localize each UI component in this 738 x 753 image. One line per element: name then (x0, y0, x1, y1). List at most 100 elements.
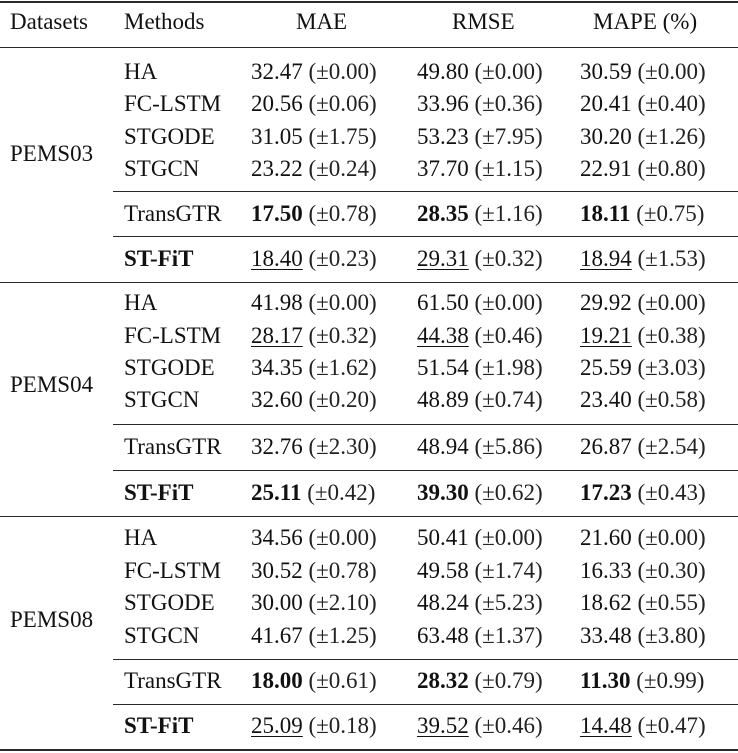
rmse-value: 37.70 (417, 156, 469, 181)
mape-value: 33.48 (580, 623, 632, 648)
method-name: TransGTR (124, 201, 222, 226)
mae-cell: 18.00 (±0.61) (251, 668, 377, 694)
mape-value: 18.62 (580, 590, 632, 615)
mae-cell: 17.50 (±0.78) (251, 201, 377, 227)
method-name: HA (124, 525, 158, 550)
method-name: STGCN (124, 156, 200, 181)
mae-value-best: 17.50 (251, 201, 303, 226)
mape-cell: 30.20 (±1.26) (580, 124, 706, 150)
rmse-cell: 33.96 (±0.36) (417, 91, 543, 117)
mae-cell: 34.35 (±1.62) (251, 355, 377, 381)
method-name: FC-LSTM (124, 558, 222, 583)
mae-cell: 32.47 (±0.00) (251, 59, 377, 85)
mape-cell: 14.48 (±0.47) (580, 713, 706, 739)
rmse-value: 61.50 (417, 290, 469, 315)
mape-cell: 30.59 (±0.00) (580, 59, 706, 85)
pems08-group-rule-1 (113, 659, 738, 660)
mae-value-best: 18.00 (251, 668, 303, 693)
rmse-std: (±5.86) (474, 434, 543, 459)
mape-std: (±0.80) (637, 156, 706, 181)
rmse-cell: 28.32 (±0.79) (417, 668, 543, 694)
rmse-cell: 37.70 (±1.15) (417, 156, 543, 182)
bottom-rule (0, 749, 738, 751)
header-rmse: RMSE (452, 9, 515, 34)
mape-std: (±0.47) (637, 713, 706, 738)
mape-value-best: 17.23 (580, 480, 632, 505)
mae-cell: 41.98 (±0.00) (251, 290, 377, 316)
rmse-std: (±0.46) (474, 323, 543, 348)
pems03-group-rule-2 (113, 236, 738, 237)
rmse-std: (±0.00) (474, 59, 543, 84)
rmse-cell: 39.30 (±0.62) (417, 480, 543, 506)
rmse-value: 51.54 (417, 355, 469, 380)
rmse-cell: 50.41 (±0.00) (417, 525, 543, 551)
rmse-std: (±7.95) (474, 124, 543, 149)
method-name: FC-LSTM (124, 323, 222, 348)
mape-value-second: 14.48 (580, 713, 632, 738)
mae-value-second: 18.40 (251, 246, 303, 271)
mape-cell: 29.92 (±0.00) (580, 290, 706, 316)
rmse-std: (±0.74) (474, 387, 543, 412)
mae-std: (±0.42) (307, 480, 376, 505)
header-rule (0, 47, 738, 48)
mape-cell: 22.91 (±0.80) (580, 156, 706, 182)
rmse-value-second: 29.31 (417, 246, 469, 271)
method-name: STGODE (124, 124, 215, 149)
mape-cell: 23.40 (±0.58) (580, 387, 706, 413)
mape-value: 23.40 (580, 387, 632, 412)
rmse-value: 48.89 (417, 387, 469, 412)
mape-value-best: 18.11 (580, 201, 631, 226)
pems08-group-rule-2 (113, 704, 738, 705)
mape-std: (±0.58) (637, 387, 706, 412)
mae-value-second: 25.09 (251, 713, 303, 738)
mape-value: 16.33 (580, 558, 632, 583)
pems04-end-rule (0, 516, 738, 517)
mae-value: 20.56 (251, 91, 303, 116)
rmse-value: 48.94 (417, 434, 469, 459)
mape-std: (±0.00) (637, 525, 706, 550)
mape-std: (±0.30) (637, 558, 706, 583)
mae-value: 32.60 (251, 387, 303, 412)
mae-cell: 25.09 (±0.18) (251, 713, 377, 739)
rmse-cell: 63.48 (±1.37) (417, 623, 543, 649)
method-name: HA (124, 290, 158, 315)
rmse-std: (±0.79) (474, 668, 543, 693)
method-name: HA (124, 59, 158, 84)
mae-value: 32.76 (251, 434, 303, 459)
mae-value: 30.00 (251, 590, 303, 615)
mape-cell: 21.60 (±0.00) (580, 525, 706, 551)
mae-std: (±0.61) (308, 668, 377, 693)
mape-cell: 18.62 (±0.55) (580, 590, 706, 616)
rmse-std: (±1.15) (474, 156, 543, 181)
mape-value: 20.41 (580, 91, 632, 116)
rmse-value: 50.41 (417, 525, 469, 550)
mae-value: 31.05 (251, 124, 303, 149)
mae-std: (±0.78) (308, 558, 377, 583)
mae-std: (±0.23) (308, 246, 377, 271)
mae-cell: 32.76 (±2.30) (251, 434, 377, 460)
rmse-value: 63.48 (417, 623, 469, 648)
mape-cell: 25.59 (±3.03) (580, 355, 706, 381)
mae-cell: 41.67 (±1.25) (251, 623, 377, 649)
rmse-cell: 49.80 (±0.00) (417, 59, 543, 85)
mape-std: (±1.53) (637, 246, 706, 271)
rmse-cell: 51.54 (±1.98) (417, 355, 543, 381)
mape-value: 22.91 (580, 156, 632, 181)
mape-value-second: 18.94 (580, 246, 632, 271)
mae-std: (±2.30) (308, 434, 377, 459)
mae-value-second: 28.17 (251, 323, 303, 348)
rmse-std: (±0.46) (474, 713, 543, 738)
mae-value: 30.52 (251, 558, 303, 583)
rmse-std: (±0.00) (474, 290, 543, 315)
rmse-cell: 28.35 (±1.16) (417, 201, 543, 227)
rmse-value-best: 28.35 (417, 201, 469, 226)
mape-cell: 16.33 (±0.30) (580, 558, 706, 584)
mae-std: (±1.25) (308, 623, 377, 648)
rmse-std: (±1.16) (474, 201, 543, 226)
rmse-cell: 49.58 (±1.74) (417, 558, 543, 584)
mae-std: (±0.20) (308, 387, 377, 412)
method-name: TransGTR (124, 434, 222, 459)
rmse-std: (±1.74) (474, 558, 543, 583)
dataset-label: PEMS03 (10, 141, 94, 166)
rmse-cell: 29.31 (±0.32) (417, 246, 543, 272)
